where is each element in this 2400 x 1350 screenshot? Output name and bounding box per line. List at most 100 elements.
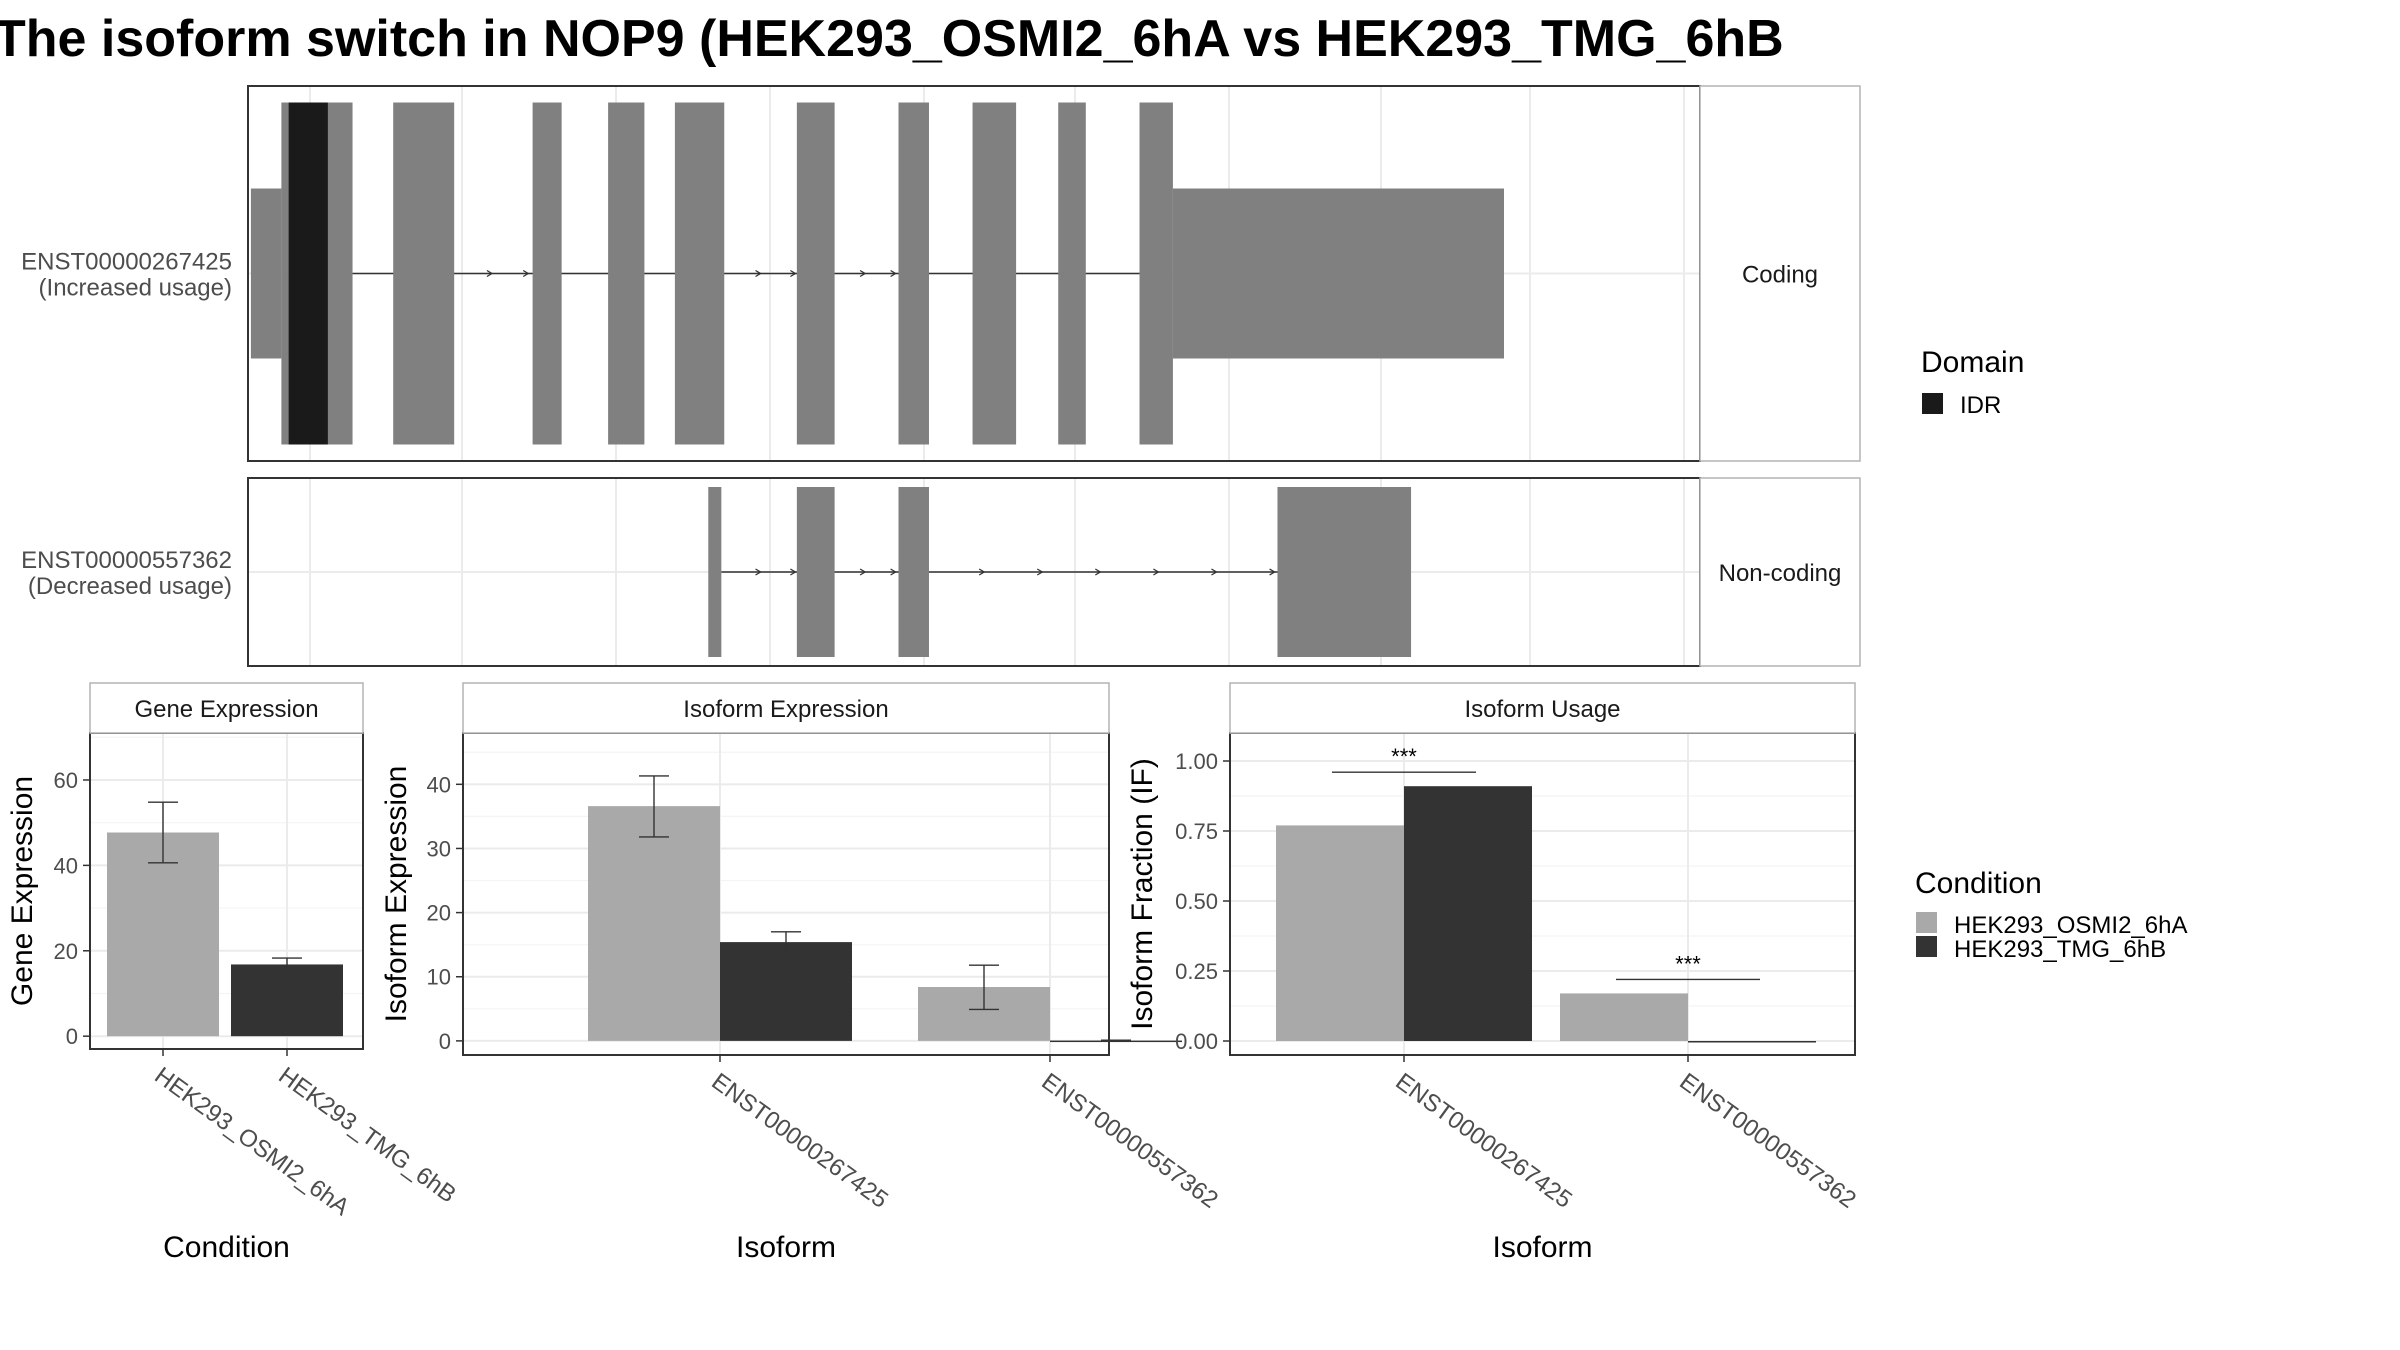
transcript-structure-plot: Coding ENST00000267425(Increased usage) No… [21,85,1861,667]
bar-chart-panel: 0.00 0.25 0.50 0.75 1.00 *** *** Isoform Usage E… [1126,682,1861,1264]
bar-panel-strip [89,682,364,734]
error-bar [1101,1039,1131,1042]
condition-legend-label-osmi2: HEK293_OSMI2_6hA [1954,912,2187,939]
error-bar [272,957,302,972]
intron-arrow [1153,568,1160,576]
condition-legend-swatch-tmg [1916,936,1937,957]
intron-arrow [755,568,762,576]
y-tick-label: 0 [439,1029,451,1054]
condition-legend-title: Condition [1915,867,2042,900]
y-tick-label: 1.00 [1175,749,1218,774]
y-tick-label: 0.75 [1175,819,1218,844]
intron-arrow [890,568,897,576]
structure-strip-label: Non-coding [1719,560,1842,587]
exon-block [1058,102,1086,445]
exon-block [708,487,722,657]
y-axis-title: Isoform Fraction (IF) [1126,758,1159,1030]
exon-block [898,487,929,657]
significance-label: *** [1675,951,1701,976]
bar-panel-strip-label: Gene Expression [134,696,318,723]
y-tick-label: 20 [54,939,78,964]
intron-arrow [1036,568,1044,576]
intron-arrow [790,568,797,576]
exon-block [898,102,929,445]
intron-arrow [859,269,867,278]
bar-panel-strip-label: Isoform Expression [683,696,888,723]
error-bar [771,931,801,954]
exon-block [393,102,455,445]
y-axis-title: Isoform Expression [380,766,413,1023]
intron-arrow [890,269,897,278]
x-axis-title: Isoform [1492,1231,1592,1264]
intron-arrow [486,269,494,278]
structure-strip [1699,477,1861,667]
y-tick-label: 30 [427,836,451,861]
utr-block [250,188,282,359]
idr-domain-block [288,102,328,445]
y-tick-label: 0.00 [1175,1029,1218,1054]
domain-legend-title: Domain [1921,346,2024,379]
exon-block [608,102,645,445]
y-tick-label: 40 [427,772,451,797]
bar [588,806,720,1041]
condition-legend-label-tmg: HEK293_TMG_6hB [1954,936,2166,963]
domain-legend-label-idr: IDR [1960,392,2001,419]
y-tick-label: 0 [66,1024,78,1049]
exon-block [796,487,835,657]
exon-block [532,102,562,445]
bar [720,942,852,1041]
bar [1688,1041,1816,1043]
condition-legend-swatch-osmi2 [1916,912,1937,933]
structure-strip-label: Coding [1742,262,1818,289]
condition-legend: Condition HEK293_OSMI2_6hA HEK293_TMG_6h… [1915,867,2187,963]
error-bar [148,801,178,864]
transcript-usage-label: (Decreased usage) [28,573,232,600]
bar [107,832,219,1037]
y-tick-label: 0.50 [1175,889,1218,914]
significance-label: *** [1391,744,1417,769]
bar-panel-strip [462,682,1110,734]
transcript-id-label: ENST00000557362 [21,547,232,574]
bar [231,964,343,1037]
x-tick-label: ENST00000267425 [706,1068,892,1214]
y-tick-label: 60 [54,768,78,793]
y-tick-label: 20 [427,901,451,926]
x-tick-label: ENST00000267425 [1390,1068,1576,1214]
y-tick-label: 10 [427,965,451,990]
bar-panel-strip [1229,682,1856,734]
utr3-block [1172,188,1504,359]
intron-arrow [859,568,867,576]
transcript-id-label: ENST00000267425 [21,249,232,276]
bar-chart-panel: 0 10 20 30 40 Isoform Expression ENST000002674… [380,682,1223,1264]
x-axis-title: Condition [163,1231,290,1264]
y-tick-label: 0.25 [1175,959,1218,984]
domain-legend: Domain IDR [1921,346,2024,419]
bar-panel-strip-label: Isoform Usage [1464,696,1620,723]
bar [1276,825,1404,1041]
figure-title: The isoform switch in NOP9 (HEK293_OSMI2… [0,10,1784,68]
intron-arrow [1211,568,1218,576]
exon-block [674,102,725,445]
structure-strip [1699,85,1861,462]
error-bar [969,964,999,1011]
x-axis-title: Isoform [736,1231,836,1264]
y-axis-title: Gene Expression [6,776,39,1006]
exon-block [1139,102,1173,445]
x-tick-label: ENST00000557362 [1036,1068,1222,1214]
intron-arrow [522,269,530,278]
x-tick-label: ENST00000557362 [1674,1068,1860,1214]
exon-block [796,102,835,445]
domain-legend-swatch-idr [1922,393,1943,414]
intron-arrow [755,269,762,278]
bar [1404,786,1532,1041]
bar [1560,993,1688,1041]
intron-arrow [1269,568,1276,576]
intron-arrow [1094,568,1102,576]
intron-arrow [790,269,797,278]
exon-block [972,102,1017,445]
exon-block [1277,487,1412,657]
transcript-usage-label: (Increased usage) [39,275,232,302]
intron-arrow [978,568,986,576]
